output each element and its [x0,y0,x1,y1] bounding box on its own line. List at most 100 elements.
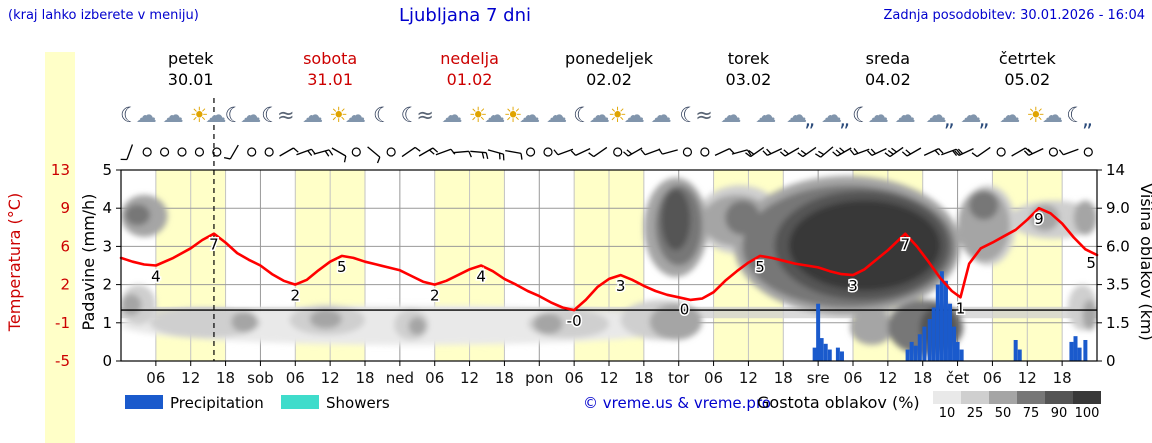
wind-barb-tick [887,150,894,155]
wind-barb-icon [588,146,608,158]
weather-icon: ☾≈ [261,103,294,127]
x-tick-label: pon [525,369,553,387]
precipitation-bar [823,343,828,361]
wind-barb-tick [762,150,768,156]
wind-barb-tick [746,149,752,156]
temp-axis-value: 2 [60,276,70,294]
wind-barb-shaft [575,148,591,156]
cloud-density-scale: 10 25 50 75 90 100 [933,391,1101,421]
cloud-axis-value: 6.0 [1106,237,1130,255]
wind-barb-shaft [958,148,974,156]
cloud-axis-value: 9.0 [1106,199,1130,217]
wind-barb-shaft [418,147,434,157]
wind-calm-icon [142,147,152,157]
weather-icon: ☁ [546,103,567,127]
precipitation-bar [935,284,940,361]
precipitation-bar [948,303,953,361]
cloud-blob [125,204,151,226]
weather-icon: ☾„ [1066,103,1093,131]
temperature-value-label: 3 [616,277,626,295]
precipitation-bar [909,341,914,361]
cloud-blob [533,313,563,335]
wind-barb-shaft [731,149,748,155]
precipitation-bar [1017,349,1022,361]
wind-calm-icon [1048,147,1059,157]
showers-swatch [281,395,319,409]
wind-barb-icon [745,146,765,158]
wind-barb-shaft [941,148,957,156]
wind-barb-icon [570,148,591,156]
x-tick-label: sre [807,369,830,387]
wind-barb-tick [814,153,822,158]
wind-barb-tick [1023,150,1030,156]
wind-barb-shaft [802,146,817,158]
cloud-blob [1073,200,1097,235]
cloud-density-value: 100 [1074,406,1100,421]
wind-barb-tick [745,152,751,158]
wind-barb-icon [832,147,852,157]
temperature-value-label: 9 [1034,210,1044,228]
precipitation-bar [959,349,964,361]
weather-icon: ☁ [755,103,776,127]
day-date: 05.02 [1004,70,1050,89]
cloud-density-value: 90 [1050,406,1068,421]
wind-barb-tick [800,150,807,155]
cloud-density-color-swatch [1045,391,1073,404]
weather-icon: ☁ [163,103,184,127]
x-tick-label: 06 [565,369,584,387]
weather-icon: ☾☁ [120,103,157,127]
temperature-value-label: 7 [209,236,219,254]
cloud-axis-value: 3.5 [1106,276,1130,294]
wind-barb-tick [835,149,842,155]
wind-barb-shaft [126,144,134,160]
wind-barb-shaft [923,148,939,156]
precipitation-bar [835,347,840,361]
last-updated: Zadnja posodobitev: 30.01.2026 - 16:04 [883,8,1145,23]
wind-barb-tick [748,150,755,155]
wind-barb-icon [884,146,904,158]
wind-barb-shaft [906,147,922,157]
x-tick-label: sob [247,369,274,387]
wind-barb-tick [520,153,523,160]
wind-barb-tick [818,150,825,156]
cloud-blob [121,294,142,316]
wind-barb-shaft [401,146,416,158]
wind-barb-tick [729,148,735,154]
wind-barb-icon [867,148,887,156]
precipitation-bar [1013,339,1018,361]
day-name: petek [168,49,214,68]
temp-axis-value: 13 [51,161,70,179]
x-tick-label: 18 [913,369,932,387]
weather-icon: ☾☁ [573,103,610,127]
x-tick-label: 18 [634,369,653,387]
day-date: 02.02 [586,70,632,89]
wind-barb-tick [884,152,891,158]
cloud-blob [969,191,999,220]
wind-barb-shaft [853,148,870,156]
temp-axis-value: 9 [60,199,70,217]
wind-calm-icon [1083,147,1093,157]
weather-icon: ☾≈ [679,103,712,127]
cloud-density-value: 25 [966,406,984,421]
wind-barb-shaft [820,146,834,158]
day-name: nedelja [440,49,499,68]
wind-barb-tick [971,152,978,158]
wind-barb-icon [1023,148,1044,156]
wind-barb-icon [367,146,381,164]
cloud-density-color-swatch [961,391,989,404]
x-tick-label: 18 [216,369,235,387]
wind-calm-icon [996,147,1006,157]
wind-barb-tick [120,158,127,161]
weather-icon: ☀☁ [1026,103,1063,127]
cloud-density-value: 50 [994,406,1012,421]
temperature-value-label: 4 [151,268,161,286]
precipitation-bar [812,347,817,361]
wind-barb-tick [952,150,958,156]
wind-barb-shaft [784,147,800,157]
credit-link[interactable]: © vreme.us & vreme.pro [583,394,771,412]
precipitation-bar [927,318,932,361]
temperature-value-label: 2 [291,287,301,305]
temperature-value-label: 5 [755,258,765,276]
wind-barb-tick [223,157,231,160]
